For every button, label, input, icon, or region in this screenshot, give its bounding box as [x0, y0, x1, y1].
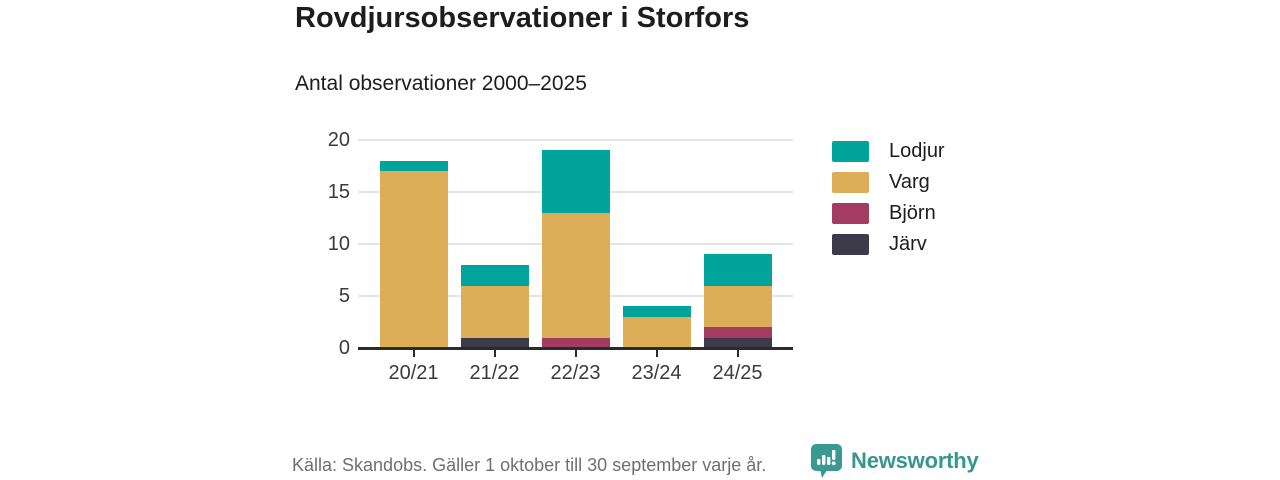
- bar-segment-24-25-Järv: [703, 337, 772, 348]
- newsworthy-logo-icon: [811, 444, 842, 478]
- x-axis-line: [358, 347, 793, 350]
- bar-segment-23-24-Lodjur: [622, 306, 691, 317]
- x-axis-tick-label: 23/24: [631, 362, 682, 384]
- bar-segment-21-22-Lodjur: [460, 264, 529, 286]
- x-axis-tick: [655, 350, 658, 357]
- x-axis-tick: [493, 350, 496, 357]
- x-axis-tick-label: 20/21: [388, 362, 439, 384]
- legend-swatch-Järv: [832, 234, 869, 255]
- legend-item-Varg: Varg: [832, 171, 945, 193]
- legend-item-Järv: Järv: [832, 233, 945, 255]
- bar-segment-20-21-Lodjur: [379, 160, 448, 172]
- bar-segment-22-23-Varg: [541, 212, 610, 338]
- bar-segment-20-21-Varg: [379, 171, 448, 348]
- y-axis-tick-label: 10: [327, 233, 350, 255]
- chart-title: Rovdjursobservationer i Storfors: [295, 2, 750, 34]
- bar-segment-21-22-Varg: [460, 285, 529, 338]
- legend-swatch-Björn: [832, 203, 869, 224]
- y-axis-tick-label: 5: [338, 285, 350, 307]
- chart-subtitle: Antal observationer 2000–2025: [295, 72, 587, 95]
- x-axis-tick: [412, 350, 415, 357]
- gridline-y20: [358, 139, 793, 141]
- y-axis-tick-label: 0: [338, 337, 350, 359]
- chart-legend: Lodjur Varg Björn Järv: [832, 140, 945, 265]
- x-axis-tick: [574, 350, 577, 357]
- legend-label: Lodjur: [889, 140, 945, 162]
- y-axis-tick-label: 15: [327, 181, 350, 203]
- bar-segment-22-23-Björn: [541, 337, 610, 348]
- legend-label: Björn: [889, 202, 936, 224]
- legend-swatch-Varg: [832, 172, 869, 193]
- x-axis-tick-label: 24/25: [712, 362, 763, 384]
- bar-segment-24-25-Björn: [703, 327, 772, 338]
- legend-label: Varg: [889, 171, 930, 193]
- bar-segment-24-25-Lodjur: [703, 254, 772, 286]
- bar-segment-22-23-Lodjur: [541, 150, 610, 213]
- x-axis-tick-label: 21/22: [469, 362, 520, 384]
- x-axis-tick-label: 22/23: [550, 362, 601, 384]
- bar-segment-24-25-Varg: [703, 285, 772, 328]
- bar-segment-21-22-Järv: [460, 337, 529, 348]
- legend-item-Björn: Björn: [832, 202, 945, 224]
- bar-segment-23-24-Varg: [622, 316, 691, 348]
- legend-swatch-Lodjur: [832, 141, 869, 162]
- x-axis-tick: [736, 350, 739, 357]
- legend-label: Järv: [889, 233, 927, 255]
- newsworthy-wordmark: Newsworthy: [851, 448, 979, 473]
- legend-item-Lodjur: Lodjur: [832, 140, 945, 162]
- source-note: Källa: Skandobs. Gäller 1 oktober till 3…: [292, 455, 767, 475]
- y-axis-tick-label: 20: [327, 129, 350, 151]
